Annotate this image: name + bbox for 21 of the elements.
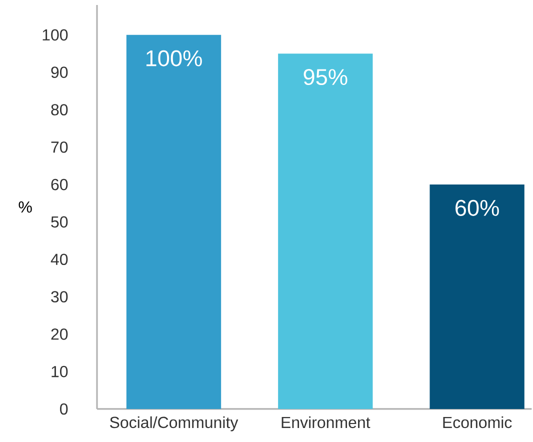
y-tick-label: 60 [51,178,68,190]
y-tick-label: 20 [51,328,68,340]
data-label: 100% [146,50,202,66]
y-tick-label: 0 [60,403,68,415]
y-tick-label: 30 [51,291,68,302]
x-tick-label: Social/Community [110,416,238,432]
data-label: 95% [304,68,348,86]
data-label: 60% [456,200,499,216]
y-tick-label: 40 [50,254,68,266]
y-tick-label: 90 [51,66,68,78]
y-tick-label: 50 [51,216,68,228]
bar [126,34,222,409]
x-tick-label: Environment [282,416,370,428]
y-tick-label: 70 [51,141,68,153]
y-axis-title: % [18,201,32,213]
x-tick-label: Economic [443,416,512,428]
y-tick-label: 10 [52,366,68,378]
bar [278,54,373,409]
y-tick-label: 80 [51,104,68,116]
y-tick-label: 100 [42,29,68,41]
bar [430,184,524,409]
